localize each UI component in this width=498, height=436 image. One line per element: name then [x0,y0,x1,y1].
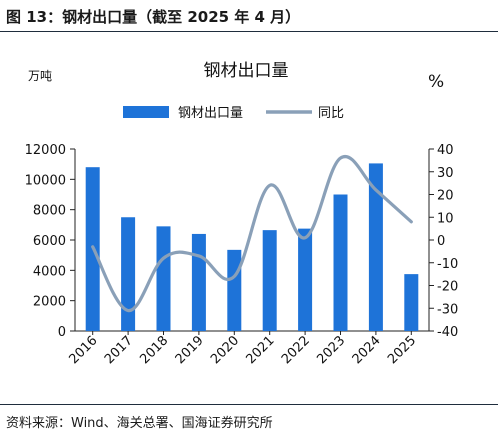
x-tick-label: 2020 [208,333,242,367]
x-tick-label: 2016 [67,333,101,367]
legend: 钢材出口量 同比 [123,106,344,121]
yoy-point-2023 [339,157,342,159]
legend-line-label: 同比 [318,106,344,121]
right-tick-label: -40 [437,325,458,340]
right-tick-label: 30 [437,166,454,181]
figure-header: 图 13：钢材出口量（截至 2025 年 4 月） [0,0,498,32]
figure-title: 图 13：钢材出口量（截至 2025 年 4 月） [6,8,301,26]
right-tick-label: 20 [437,189,454,204]
right-tick-label: 0 [437,234,445,249]
x-tick-label: 2021 [244,333,278,367]
yoy-point-2020 [233,275,236,278]
bar-2025 [404,274,419,331]
right-tick-label: -30 [437,302,458,317]
yoy-point-2022 [304,236,306,239]
legend-bar-label: 钢材出口量 [178,106,243,121]
yoy-point-2024 [375,189,377,191]
x-tick-label: 2018 [137,333,171,367]
right-axis-unit: % [428,72,444,92]
legend-bar-swatch [123,106,169,118]
right-tick-label: 40 [437,143,454,158]
x-tick-label: 2024 [350,333,384,367]
bar-2018 [156,226,171,331]
bar-2023 [333,194,348,331]
left-axis-unit: 万吨 [28,69,52,83]
x-tick-label: 2019 [173,333,207,367]
left-axis-ticks: 0 2000 4000 6000 8000 10000 12000 [25,143,75,340]
chart-title: 钢材出口量 [204,61,289,81]
left-tick-label: 2000 [33,295,66,310]
yoy-point-2018 [162,257,165,259]
left-tick-label: 10000 [25,173,66,188]
left-tick-label: 4000 [33,264,66,279]
yoy-point-2016 [91,246,94,248]
bar-2019 [191,233,206,331]
right-tick-label: 10 [437,211,454,226]
right-tick-label: -10 [437,257,458,272]
bar-2022 [298,228,313,331]
line-series [91,154,413,313]
left-tick-label: 8000 [33,204,66,219]
yoy-point-2021 [268,184,271,187]
source-note: 资料来源：Wind、海关总署、国海证券研究所 [6,416,273,431]
yoy-point-2017 [127,309,129,312]
bar-2017 [121,217,136,331]
x-tick-label: 2017 [102,333,136,367]
left-tick-label: 12000 [25,143,66,158]
x-axis-ticks: 2016 2017 2018 2019 2020 2021 2022 2023 2024 2025 [67,331,419,367]
x-tick-label: 2025 [385,333,419,367]
right-tick-label: -20 [437,280,458,295]
bar-2021 [262,230,277,331]
yoy-line [91,154,413,313]
bar-2024 [368,163,383,331]
bar-2020 [227,249,242,331]
yoy-point-2019 [198,255,200,257]
left-tick-label: 6000 [33,234,66,249]
right-axis-ticks: -40 -30 -20 -10 0 10 20 30 40 [429,143,458,340]
left-tick-label: 0 [58,325,66,340]
x-tick-label: 2023 [314,333,348,367]
steel-export-chart: 钢材出口量 万吨 % 钢材出口量 同比 02000400060008000100… [25,61,459,367]
source-footer: 资料来源：Wind、海关总署、国海证券研究所 [0,404,498,436]
yoy-point-2025 [410,221,413,223]
x-tick-label: 2022 [279,333,313,367]
